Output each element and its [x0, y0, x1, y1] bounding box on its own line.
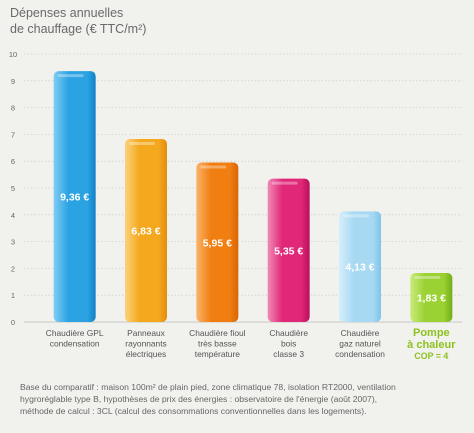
bar: [125, 138, 167, 322]
footnote: Base du comparatif : maison 100m² de pla…: [20, 381, 465, 417]
bar-highlight: [129, 141, 155, 145]
data-label: 6,83 €: [131, 225, 160, 237]
y-tick-label: 4: [11, 211, 15, 220]
x-category-label: Panneaux rayonnants électriques: [125, 328, 166, 359]
bar: [339, 211, 381, 322]
bar: [53, 71, 96, 322]
x-category-label: Chaudière bois classe 3: [269, 328, 308, 359]
bar-highlight: [200, 165, 227, 169]
data-label: 9,36 €: [60, 192, 89, 204]
chart-title-line: de chauffage (€ TTC/m²): [10, 22, 147, 36]
bar: [196, 162, 239, 322]
y-tick-label: 0: [11, 318, 15, 327]
y-axis: 0 1 2 3 4 5 6 7 8 9 10: [9, 50, 17, 327]
y-tick-label: 3: [11, 238, 15, 247]
y-tick-label: 10: [9, 50, 17, 59]
y-tick-label: 1: [11, 291, 15, 300]
chart-title: Dépenses annuelles de chauffage (€ TTC/m…: [10, 5, 146, 37]
data-label: 5,35 €: [274, 245, 303, 257]
y-tick-label: 9: [11, 77, 15, 86]
bar: [410, 272, 453, 322]
footnote-line: Base du comparatif : maison 100m² de pla…: [20, 382, 396, 392]
bars: 9,36 € 6,83 € 5,95 € 5,35 € 4,13 € 1,83 €: [53, 71, 453, 322]
y-tick-label: 6: [11, 157, 15, 166]
chart-title-line: Dépenses annuelles: [10, 6, 124, 20]
bar: [267, 178, 310, 322]
bar-highlight: [414, 275, 441, 279]
x-category-label: Chaudière GPL condensation: [46, 328, 104, 349]
data-label: 5,95 €: [203, 237, 232, 249]
x-category-label: Chaudière fioul très basse température: [189, 328, 245, 359]
y-tick-label: 7: [11, 130, 15, 139]
bar-highlight: [57, 74, 84, 78]
gridlines: [24, 53, 462, 323]
x-axis-labels: Chaudière GPL condensation Panneaux rayonna…: [46, 327, 456, 361]
footnote-line: méthode de calcul : 3CL (calcul des cons…: [20, 406, 367, 416]
bar-highlight: [271, 181, 298, 185]
y-tick-label: 2: [11, 264, 15, 273]
x-category-label: Pompe à chaleur COP = 4: [407, 327, 456, 361]
y-tick-label: 5: [11, 184, 15, 193]
data-label: 4,13 €: [345, 262, 374, 274]
data-label: 1,83 €: [417, 292, 446, 304]
x-category-label: Chaudière gaz naturel condensation: [335, 328, 385, 359]
y-tick-label: 8: [11, 104, 15, 113]
bar-highlight: [343, 214, 369, 218]
footnote-line: hygroréglable type B, hypothèses de prix…: [20, 394, 378, 404]
